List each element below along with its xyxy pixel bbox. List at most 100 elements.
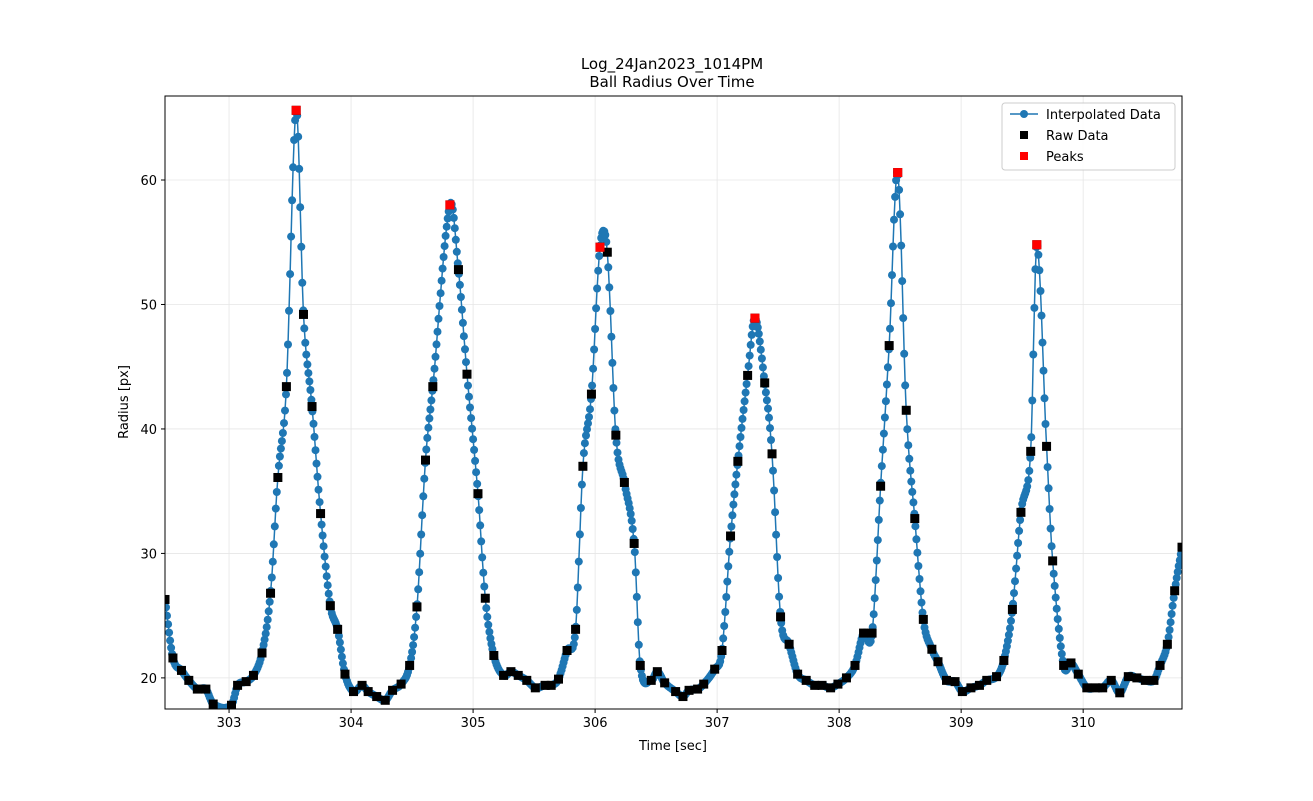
- interpolated-point: [410, 633, 419, 642]
- x-tick-label: 303: [217, 716, 242, 731]
- interpolated-point: [1172, 573, 1181, 582]
- raw-point: [646, 675, 656, 685]
- raw-point: [192, 684, 202, 694]
- interpolated-point: [165, 611, 171, 620]
- interpolated-point: [1036, 287, 1045, 295]
- interpolated-point: [627, 516, 636, 525]
- raw-point: [793, 669, 803, 679]
- raw-point: [635, 660, 645, 670]
- interpolated-point: [1024, 476, 1033, 485]
- interpolated-point: [317, 520, 326, 529]
- interpolated-point: [305, 377, 314, 386]
- interpolated-point: [309, 419, 318, 428]
- interpolated-point: [1051, 593, 1060, 602]
- interpolated-point: [764, 404, 772, 413]
- interpolated-point: [477, 537, 486, 546]
- interpolated-point: [769, 466, 777, 475]
- x-tick-label: 310: [1071, 716, 1096, 731]
- interpolated-point: [576, 504, 585, 512]
- interpolated-point: [761, 388, 770, 397]
- raw-point: [571, 624, 581, 634]
- interpolated-point: [1168, 601, 1177, 610]
- interpolated-point: [307, 395, 316, 404]
- interpolated-point: [426, 405, 435, 414]
- interpolated-point: [439, 253, 448, 261]
- raw-point: [586, 389, 596, 399]
- interpolated-point: [747, 330, 756, 339]
- raw-point: [859, 628, 869, 638]
- raw-point: [307, 402, 317, 412]
- raw-point: [522, 675, 532, 685]
- raw-point: [927, 644, 937, 654]
- interpolated-point: [1053, 615, 1062, 624]
- interpolated-point: [604, 263, 613, 272]
- interpolated-point: [466, 403, 474, 412]
- raw-point: [201, 684, 211, 694]
- interpolated-point: [889, 242, 897, 251]
- interpolated-point: [896, 210, 905, 219]
- raw-point: [257, 648, 267, 658]
- interpolated-point: [296, 203, 305, 212]
- interpolated-point: [887, 299, 895, 308]
- raw-point: [1115, 688, 1125, 698]
- interpolated-point: [580, 439, 589, 448]
- legend: Interpolated Data Raw Data Peaks: [1001, 102, 1176, 171]
- interpolated-point: [482, 604, 491, 613]
- raw-point: [325, 601, 335, 611]
- raw-point: [298, 309, 308, 319]
- raw-point: [248, 670, 258, 680]
- raw-point: [546, 680, 556, 690]
- interpolated-point: [895, 185, 904, 194]
- y-axis: 20 30 40 50 60: [140, 174, 165, 687]
- interpolated-point: [1003, 636, 1012, 645]
- interpolated-point: [442, 222, 451, 231]
- interpolated-point: [441, 231, 450, 240]
- raw-point: [1090, 683, 1100, 693]
- raw-point: [918, 614, 928, 624]
- interpolated-point: [294, 132, 303, 141]
- interpolated-point: [595, 252, 604, 260]
- interpolated-point: [775, 592, 784, 601]
- interpolated-point: [1164, 633, 1173, 642]
- legend-interpolated-label: Interpolated Data: [1046, 108, 1161, 123]
- raw-point: [380, 695, 390, 705]
- interpolated-point: [1037, 311, 1046, 320]
- interpolated-point: [1054, 624, 1063, 633]
- interpolated-point: [593, 284, 602, 293]
- raw-point: [554, 674, 564, 684]
- interpolated-point: [433, 327, 442, 336]
- raw-point: [1007, 604, 1017, 614]
- interpolated-point: [729, 500, 738, 509]
- raw-point: [629, 538, 639, 548]
- interpolated-point: [914, 562, 923, 570]
- interpolated-point: [875, 496, 884, 505]
- y-tick-label: 40: [140, 423, 157, 438]
- interpolated-point: [759, 372, 768, 381]
- raw-point: [281, 382, 291, 392]
- interpolated-point: [461, 345, 469, 354]
- raw-point: [684, 685, 694, 695]
- interpolated-point: [295, 164, 304, 173]
- raw-point: [233, 680, 243, 690]
- raw-point: [372, 692, 382, 702]
- y-tick-label: 20: [140, 672, 157, 687]
- raw-point: [1066, 658, 1076, 668]
- interpolated-point: [462, 358, 470, 367]
- interpolated-point: [590, 345, 599, 354]
- raw-point: [499, 670, 509, 680]
- interpolated-point: [756, 345, 765, 354]
- interpolated-point: [888, 271, 896, 280]
- interpolated-point: [881, 397, 890, 406]
- interpolated-point: [574, 557, 583, 566]
- interpolated-point: [424, 423, 433, 432]
- interpolated-point: [570, 633, 579, 642]
- raw-point: [671, 687, 681, 697]
- interpolated-point: [1166, 618, 1175, 627]
- peak-point: [291, 105, 301, 115]
- interpolated-point: [632, 592, 641, 601]
- raw-point: [1132, 673, 1142, 683]
- interpolated-point: [631, 568, 640, 577]
- raw-point: [226, 700, 236, 709]
- interpolated-point: [275, 452, 284, 461]
- x-tick-label: 309: [949, 716, 974, 731]
